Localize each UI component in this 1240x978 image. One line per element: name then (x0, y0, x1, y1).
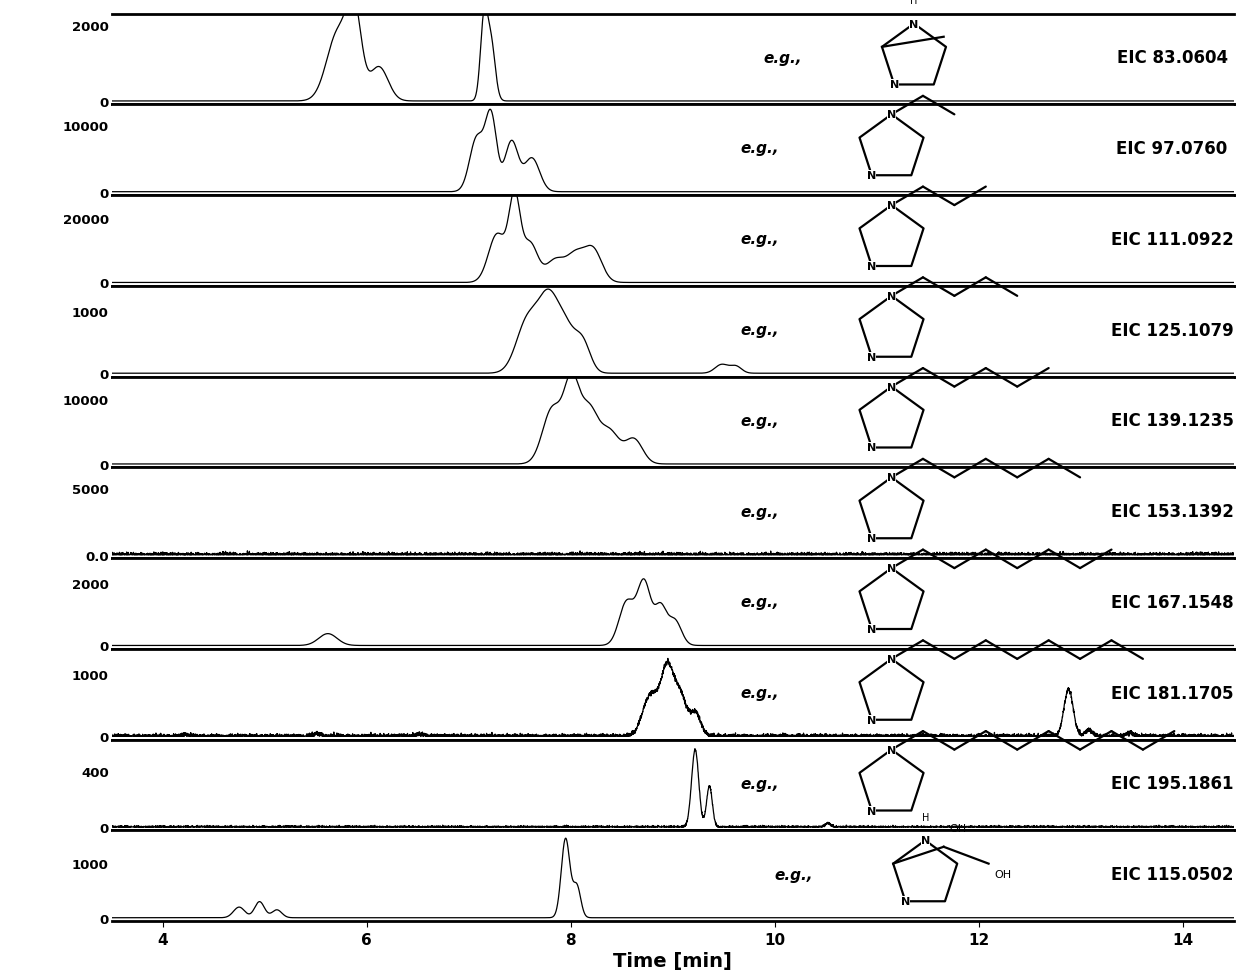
Text: N: N (900, 897, 910, 907)
Text: N: N (867, 443, 877, 453)
Text: N: N (867, 715, 877, 725)
Text: N: N (887, 200, 897, 211)
Text: N: N (867, 171, 877, 181)
Text: OH: OH (950, 823, 966, 833)
Text: EIC 181.1705: EIC 181.1705 (1111, 684, 1234, 702)
Text: e.g.,: e.g., (740, 414, 779, 428)
Text: EIC 139.1235: EIC 139.1235 (1111, 412, 1234, 429)
Text: e.g.,: e.g., (740, 595, 779, 609)
Text: N: N (867, 806, 877, 816)
Text: N: N (887, 291, 897, 301)
Text: e.g.,: e.g., (740, 686, 779, 700)
Text: N: N (920, 835, 930, 846)
Text: N: N (887, 563, 897, 573)
Text: EIC 111.0922: EIC 111.0922 (1111, 231, 1234, 248)
Text: N: N (867, 262, 877, 272)
Text: EIC 153.1392: EIC 153.1392 (1111, 503, 1234, 520)
Text: e.g.,: e.g., (775, 867, 813, 881)
Text: N: N (887, 745, 897, 755)
Text: e.g.,: e.g., (740, 776, 779, 791)
Text: N: N (889, 80, 899, 90)
Text: N: N (887, 111, 897, 120)
Text: N: N (867, 624, 877, 635)
Text: N: N (887, 382, 897, 392)
Text: EIC 83.0604: EIC 83.0604 (1116, 49, 1228, 67)
Text: N: N (909, 20, 919, 29)
Text: e.g.,: e.g., (740, 142, 779, 156)
Text: H: H (921, 812, 929, 822)
Text: H: H (910, 0, 918, 6)
Text: EIC 195.1861: EIC 195.1861 (1111, 775, 1234, 792)
Text: e.g.,: e.g., (764, 51, 802, 66)
Text: e.g.,: e.g., (740, 323, 779, 337)
X-axis label: Time [min]: Time [min] (614, 951, 732, 970)
Text: e.g.,: e.g., (740, 232, 779, 247)
Text: N: N (867, 534, 877, 544)
Text: N: N (867, 352, 877, 363)
Text: e.g.,: e.g., (740, 504, 779, 519)
Text: EIC 167.1548: EIC 167.1548 (1111, 594, 1234, 611)
Text: N: N (887, 654, 897, 664)
Text: EIC 125.1079: EIC 125.1079 (1111, 321, 1234, 339)
Text: EIC 97.0760: EIC 97.0760 (1116, 140, 1228, 157)
Text: OH: OH (994, 868, 1012, 879)
Text: N: N (887, 473, 897, 483)
Text: EIC 115.0502: EIC 115.0502 (1111, 866, 1234, 883)
